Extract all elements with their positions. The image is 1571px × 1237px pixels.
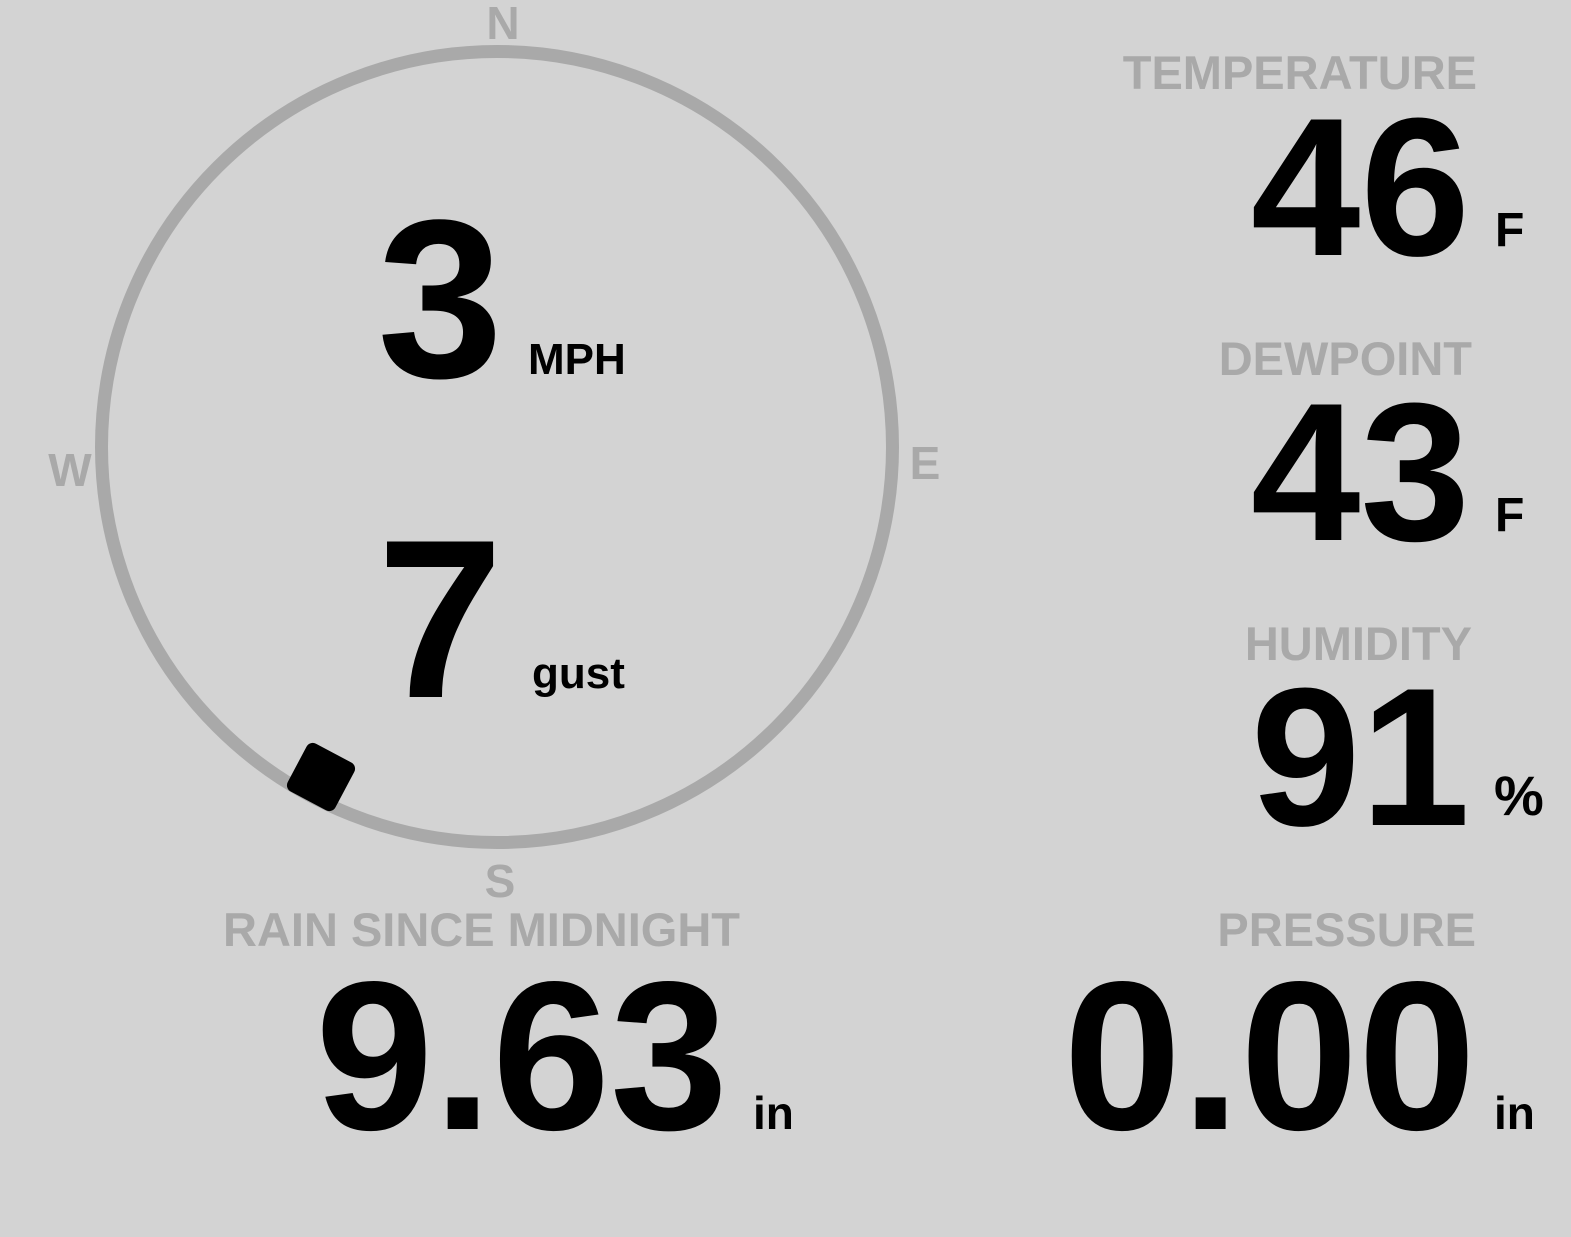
humidity-label: HUMIDITY [1244,617,1472,670]
wind-speed-value: 3 [377,172,503,425]
dewpoint-label: DEWPOINT [1218,332,1472,385]
temperature-label: TEMPERATURE [1122,46,1477,99]
compass-east-label: E [909,437,941,489]
temperature-value: 46 [1250,77,1470,297]
dewpoint-unit: F [1495,489,1525,542]
compass-north-label: N [486,0,520,49]
pressure-value: 0.00 [1063,937,1476,1174]
wind-gust-value: 7 [377,492,503,745]
dewpoint-value: 43 [1250,362,1470,582]
wind-gust-unit: gust [532,649,625,698]
wind-speed-unit: MPH [528,335,626,384]
humidity-unit: % [1494,764,1544,827]
pressure-unit: in [1494,1087,1535,1139]
rain-unit: in [753,1087,794,1139]
pressure-label: PRESSURE [1217,903,1476,956]
rain-label: RAIN SINCE MIDNIGHT [223,903,740,956]
rain-value: 9.63 [315,937,728,1174]
temperature-unit: F [1495,204,1525,257]
compass-west-label: W [48,444,92,496]
compass-south-label: S [484,855,516,907]
humidity-value: 91 [1250,647,1470,867]
